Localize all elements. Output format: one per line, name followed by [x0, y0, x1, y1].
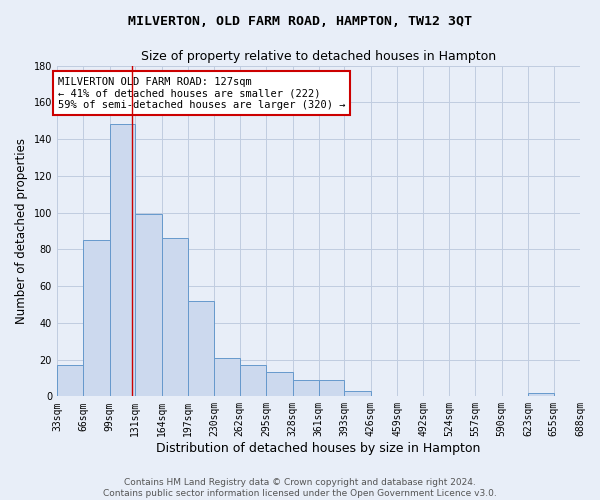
Bar	[528, 392, 554, 396]
Bar	[344, 391, 371, 396]
Bar	[188, 301, 214, 396]
Bar	[57, 365, 83, 396]
Bar	[161, 238, 188, 396]
X-axis label: Distribution of detached houses by size in Hampton: Distribution of detached houses by size …	[156, 442, 481, 455]
Bar	[240, 365, 266, 396]
Title: Size of property relative to detached houses in Hampton: Size of property relative to detached ho…	[141, 50, 496, 63]
Bar	[135, 214, 161, 396]
Bar	[266, 372, 293, 396]
Bar	[293, 380, 319, 396]
Text: Contains HM Land Registry data © Crown copyright and database right 2024.
Contai: Contains HM Land Registry data © Crown c…	[103, 478, 497, 498]
Text: MILVERTON, OLD FARM ROAD, HAMPTON, TW12 3QT: MILVERTON, OLD FARM ROAD, HAMPTON, TW12 …	[128, 15, 472, 28]
Y-axis label: Number of detached properties: Number of detached properties	[15, 138, 28, 324]
Bar	[214, 358, 240, 397]
Bar	[319, 380, 344, 396]
Text: MILVERTON OLD FARM ROAD: 127sqm
← 41% of detached houses are smaller (222)
59% o: MILVERTON OLD FARM ROAD: 127sqm ← 41% of…	[58, 76, 345, 110]
Bar	[83, 240, 110, 396]
Bar	[110, 124, 135, 396]
